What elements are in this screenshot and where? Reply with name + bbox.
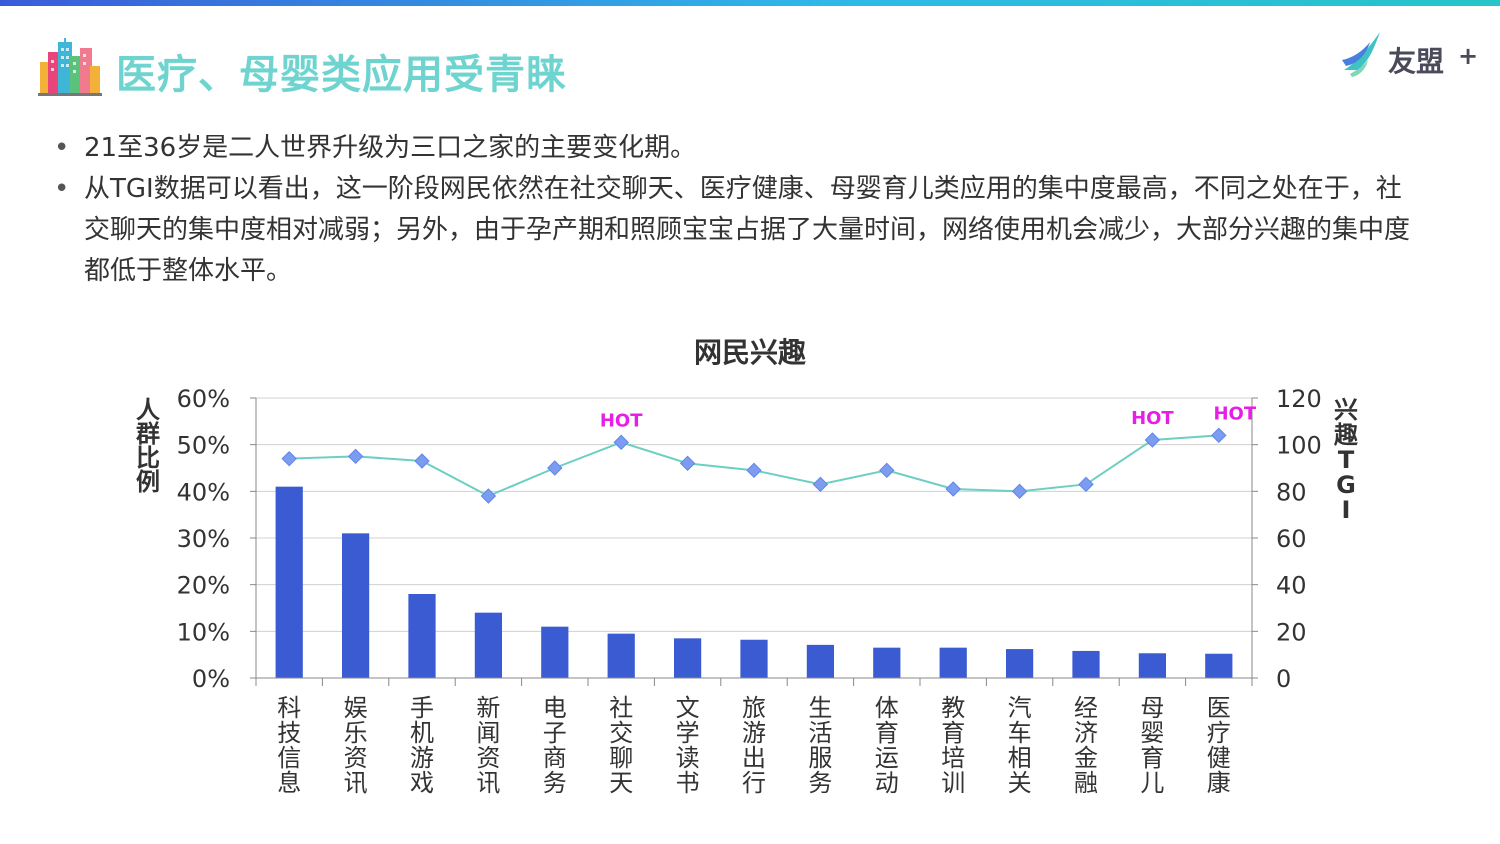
y2-tick-label: 60: [1276, 525, 1307, 553]
bar-series: [275, 486, 1233, 678]
category-label: 电子商务: [543, 694, 567, 797]
grid-lines: [256, 397, 1252, 632]
category-label: 汽车相关: [1008, 694, 1032, 797]
bar: [673, 638, 702, 678]
y-tick-label: 40%: [177, 478, 230, 506]
brand-bird-icon: [1342, 32, 1380, 77]
bullet-item: 从TGI数据可以看出，这一阶段网民依然在社交聊天、医疗健康、母婴育儿类应用的集中…: [50, 169, 1410, 292]
category-label: 教育培训: [941, 694, 965, 797]
bar: [939, 647, 967, 678]
bar: [541, 626, 569, 678]
y2-tick-label: 80: [1276, 478, 1307, 506]
category-label: 手机游戏: [410, 694, 434, 797]
bullet-list: 21至36岁是二人世界升级为三口之家的主要变化期。 从TGI数据可以看出，这一阶…: [50, 128, 1410, 292]
bar: [341, 533, 370, 678]
hot-annotation: HOT: [1131, 408, 1174, 429]
page-title: 医疗、母婴类应用受青睐: [116, 52, 567, 98]
category-label: 母婴育儿: [1140, 694, 1164, 797]
category-label: 社交聊天: [609, 694, 633, 797]
y-tick-label: 10%: [177, 618, 230, 646]
bar: [607, 633, 635, 678]
axis-labels: 0% 0 10% 20 20% 40 30% 60 40% 80 50% 100 60% 120 科技信息 娱…: [136, 385, 1359, 797]
tgi-point: [746, 462, 762, 479]
tgi-point: [1211, 427, 1227, 444]
category-label: 生活服务: [808, 694, 832, 797]
tgi-point: [1144, 432, 1161, 448]
brand-name: 友盟: [1388, 45, 1445, 78]
tgi-point: [1078, 476, 1094, 493]
chart-title: 网民兴趣: [694, 336, 806, 369]
y-axis-title: 人群比例: [136, 396, 160, 496]
y-tick-label: 60%: [177, 385, 230, 413]
top-accent-bar: [0, 0, 1500, 6]
y2-tick-label: 0: [1276, 665, 1291, 693]
bar: [1072, 650, 1100, 678]
tgi-point: [812, 476, 829, 493]
tgi-point: [945, 481, 961, 497]
tgi-point: [1011, 483, 1028, 500]
y2-tick-label: 40: [1276, 572, 1307, 600]
category-label: 娱乐资讯: [344, 694, 368, 797]
y2-tick-label: 120: [1276, 385, 1322, 413]
hot-annotation: HOT: [600, 410, 643, 431]
tgi-point: [281, 450, 297, 467]
category-label: 旅游出行: [742, 694, 766, 797]
city-buildings-icon: [38, 38, 102, 96]
y-tick-label: 20%: [177, 572, 230, 600]
category-label: 文学读书: [676, 694, 700, 797]
tgi-point: [414, 453, 430, 469]
tgi-point: [480, 488, 497, 504]
brand-plus: +: [1458, 42, 1479, 70]
hot-annotation: HOT: [1213, 403, 1256, 424]
interest-chart: 网民兴趣 0% 0 10% 20 20% 40 30% 60 40% 80 50% 100 60% 120…: [136, 336, 1359, 797]
bar: [806, 644, 835, 678]
y-tick-label: 30%: [177, 525, 230, 553]
category-label: 科技信息: [277, 694, 301, 797]
y2-axis-title: 兴趣 T G I: [1333, 396, 1359, 524]
category-label: 体育运动: [875, 694, 899, 797]
bar: [873, 647, 901, 678]
bar: [1138, 653, 1167, 678]
y2-tick-label: 20: [1276, 618, 1307, 646]
bullet-item: 21至36岁是二人世界升级为三口之家的主要变化期。: [50, 128, 1410, 169]
y-tick-label: 50%: [177, 432, 230, 460]
y-tick-label: 0%: [192, 665, 230, 693]
axes: [250, 397, 1258, 686]
y2-tick-label: 100: [1276, 432, 1322, 460]
bar: [740, 639, 768, 678]
tgi-point: [679, 455, 696, 472]
tgi-line-series: [281, 427, 1227, 504]
brand-logo: 友盟 +: [1340, 30, 1480, 80]
category-label: 经济金融: [1074, 694, 1098, 797]
tgi-point: [879, 462, 895, 479]
category-label: 医疗健康: [1207, 694, 1231, 797]
bar: [275, 486, 303, 678]
bar: [474, 612, 503, 678]
tgi-point: [547, 460, 563, 476]
bar: [1205, 653, 1233, 678]
category-label: 新闻资讯: [476, 694, 500, 797]
bar: [1005, 649, 1034, 678]
tgi-point: [347, 448, 364, 465]
bar: [408, 594, 436, 678]
tgi-point: [613, 434, 629, 451]
